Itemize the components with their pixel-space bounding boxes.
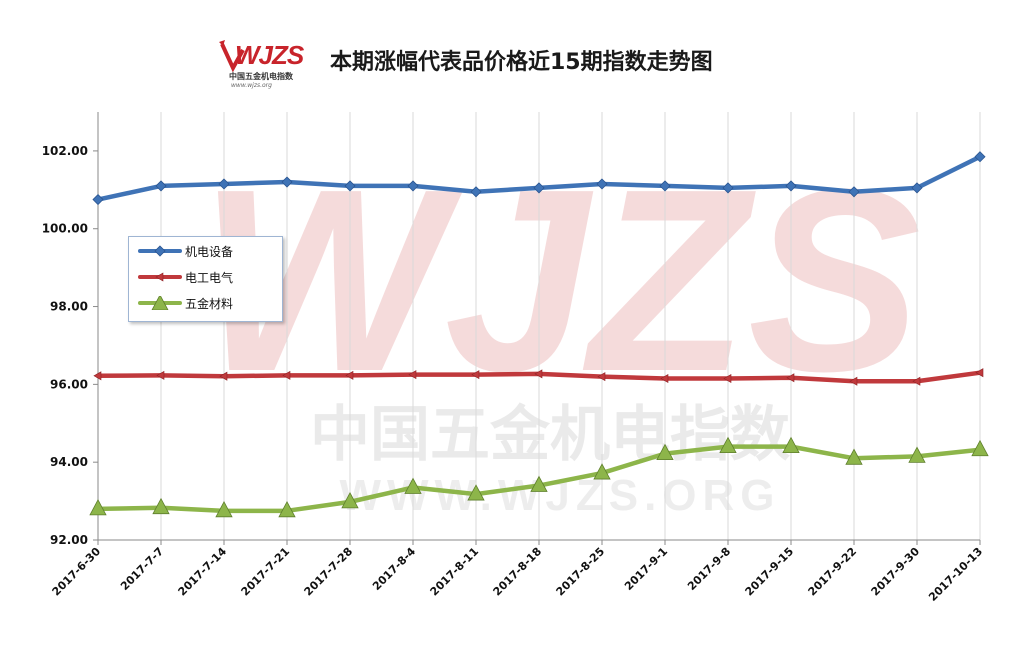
point-1-6: [471, 370, 480, 380]
legend-label-2: 五金材料: [185, 296, 234, 311]
point-0-1: [155, 180, 167, 192]
x-tick-label-6: 2017-8-11: [428, 545, 482, 599]
point-2-5: [404, 477, 422, 494]
legend-marker-2: [151, 296, 169, 310]
y-tick-label-4: 100.00: [42, 222, 88, 236]
series-layer: [89, 151, 989, 518]
point-0-12: [848, 186, 860, 198]
point-0-9: [659, 180, 671, 192]
x-tick-label-1: 2017-7-7: [118, 545, 166, 593]
point-2-0: [89, 499, 107, 516]
point-1-11: [786, 373, 795, 383]
series-0: [92, 151, 986, 206]
y-tick-label-1: 94.00: [50, 455, 88, 469]
x-tick-label-2: 2017-7-14: [176, 545, 230, 599]
point-1-0: [93, 371, 102, 381]
point-2-4: [341, 492, 359, 509]
legend-marker-1: [155, 272, 164, 282]
y-tick-label-2: 96.00: [50, 377, 88, 391]
point-1-8: [597, 372, 606, 382]
point-2-11: [782, 436, 800, 454]
point-2-14: [971, 439, 989, 457]
y-tick-label-0: 92.00: [50, 533, 88, 547]
x-tick-label-9: 2017-9-1: [622, 545, 670, 593]
x-tick-label-4: 2017-7-28: [302, 545, 356, 599]
point-2-3: [278, 500, 296, 518]
legend-item-0: 机电设备: [137, 241, 233, 261]
logo-subtitle: 中国五金机电指数: [229, 72, 293, 81]
x-tick-label-8: 2017-8-25: [554, 545, 608, 599]
x-tick-label-7: 2017-8-18: [491, 545, 545, 599]
point-0-11: [785, 180, 797, 192]
chart-title: 本期涨幅代表品价格近15期指数走势图: [330, 50, 713, 75]
legend: 机电设备 电工电气 五金材料: [128, 236, 283, 322]
x-tick-label-3: 2017-7-21: [239, 545, 293, 599]
logo-text: WJZS: [235, 40, 304, 70]
point-2-6: [467, 484, 485, 501]
legend-item-1: 电工电气: [137, 267, 233, 287]
x-tick-label-5: 2017-8-4: [370, 545, 418, 593]
point-2-12: [845, 448, 863, 465]
point-0-14: [974, 151, 986, 163]
logo-arrow-icon: [219, 40, 245, 73]
point-1-5: [408, 370, 417, 380]
point-2-9: [656, 443, 674, 461]
x-tick-label-12: 2017-9-22: [806, 545, 860, 599]
point-1-12: [849, 376, 858, 386]
y-tick-label-3: 98.00: [50, 300, 88, 314]
point-2-2: [215, 500, 233, 518]
legend-label-1: 电工电气: [185, 270, 234, 285]
x-tick-label-14: 2017-10-13: [926, 545, 985, 604]
point-1-14: [975, 368, 984, 378]
x-tick-label-13: 2017-9-30: [869, 545, 923, 599]
point-0-13: [911, 182, 923, 194]
legend-item-2: 五金材料: [137, 293, 233, 313]
point-0-7: [533, 182, 545, 194]
y-axis-ticks: 92.00 94.00 96.00 98.00 100.00 102.00: [42, 144, 98, 547]
legend-swatch-2: [138, 296, 182, 310]
point-2-1: [152, 497, 170, 515]
legend-swatch-1: [138, 272, 182, 282]
point-0-6: [470, 186, 482, 198]
point-1-9: [660, 374, 669, 384]
point-2-7: [530, 475, 548, 492]
point-1-10: [723, 374, 732, 384]
legend-marker-0: [154, 245, 166, 257]
point-2-13: [908, 446, 926, 463]
point-1-13: [912, 376, 921, 386]
point-1-7: [534, 369, 543, 379]
point-1-4: [345, 370, 354, 380]
legend-swatch-0: [138, 245, 182, 257]
watermark-cn: 中国五金机电指数: [310, 400, 790, 470]
point-2-8: [593, 463, 611, 480]
x-tick-label-10: 2017-9-8: [685, 545, 733, 593]
y-tick-label-5: 102.00: [42, 144, 88, 158]
point-1-2: [219, 371, 228, 381]
point-1-1: [156, 370, 165, 380]
point-0-0: [92, 193, 104, 206]
series-1: [93, 368, 984, 386]
wjzs-logo: WJZS 中国五金机电指数 www.wjzs.org: [215, 38, 304, 90]
x-tick-label-0: 2017-6-30: [50, 545, 104, 599]
point-0-8: [596, 178, 608, 190]
point-2-10: [719, 436, 737, 454]
x-axis-ticks: 2017-6-30 2017-7-7 2017-7-14 2017-7-21 2017-…: [50, 540, 985, 604]
legend-label-0: 机电设备: [185, 244, 234, 259]
series-2: [89, 436, 989, 518]
logo-url: www.wjzs.org: [231, 82, 272, 89]
point-0-3: [281, 176, 293, 188]
watermark-url: WWW.WJZS.ORG: [339, 471, 780, 520]
point-0-5: [407, 180, 419, 192]
point-0-4: [344, 180, 356, 192]
point-0-10: [722, 182, 734, 194]
point-0-2: [218, 178, 230, 190]
x-tick-label-11: 2017-9-15: [743, 545, 797, 599]
point-1-3: [282, 370, 291, 380]
